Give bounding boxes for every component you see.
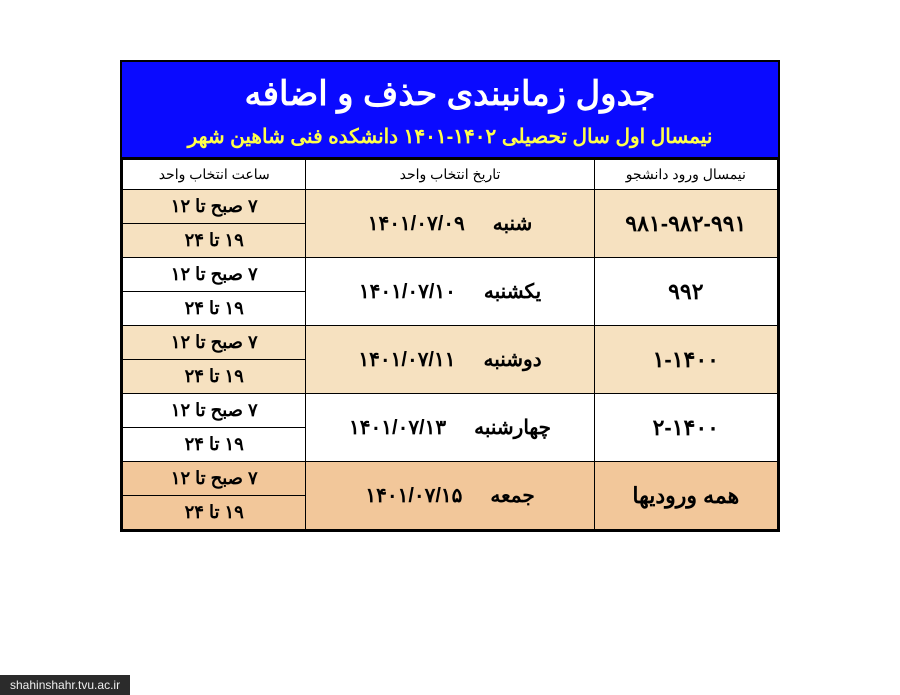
column-header-row: نیمسال ورود دانشجو تاریخ انتخاب واحد ساع… bbox=[123, 160, 778, 190]
table-row: ۱-۱۴۰۰دوشنبه۱۴۰۱/۰۷/۱۱۷ صبح تا ۱۲ bbox=[123, 326, 778, 360]
col-time: ساعت انتخاب واحد bbox=[123, 160, 306, 190]
day-label: جمعه bbox=[490, 483, 534, 508]
entry-cell: ۹۹۲ bbox=[594, 258, 777, 326]
time-morning: ۷ صبح تا ۱۲ bbox=[123, 326, 306, 360]
subtitle: نیمسال اول سال تحصیلی ۱۴۰۲-۱۴۰۱ دانشکده … bbox=[130, 124, 770, 149]
schedule-table-container: جدول زمانبندی حذف و اضافه نیمسال اول سال… bbox=[120, 60, 780, 532]
time-morning: ۷ صبح تا ۱۲ bbox=[123, 394, 306, 428]
date-label: ۱۴۰۱/۰۷/۱۱ bbox=[358, 347, 455, 372]
table-row: ۹۹۲یکشنبه۱۴۰۱/۰۷/۱۰۷ صبح تا ۱۲ bbox=[123, 258, 778, 292]
table-row: ۲-۱۴۰۰چهارشنبه۱۴۰۱/۰۷/۱۳۷ صبح تا ۱۲ bbox=[123, 394, 778, 428]
time-evening: ۱۹ تا ۲۴ bbox=[123, 428, 306, 462]
date-label: ۱۴۰۱/۰۷/۱۰ bbox=[359, 279, 456, 304]
date-cell: شنبه ۱۴۰۱/۰۷/۰۹ bbox=[306, 190, 594, 258]
table-row: ۹۸۱-۹۸۲-۹۹۱شنبه۱۴۰۱/۰۷/۰۹۷ صبح تا ۱۲ bbox=[123, 190, 778, 224]
date-cell: جمعه ۱۴۰۱/۰۷/۱۵ bbox=[306, 462, 594, 530]
date-label: ۱۴۰۱/۰۷/۰۹ bbox=[368, 211, 465, 236]
time-morning: ۷ صبح تا ۱۲ bbox=[123, 258, 306, 292]
date-cell: دوشنبه ۱۴۰۱/۰۷/۱۱ bbox=[306, 326, 594, 394]
schedule-table: نیمسال ورود دانشجو تاریخ انتخاب واحد ساع… bbox=[122, 159, 778, 530]
date-cell: چهارشنبه ۱۴۰۱/۰۷/۱۳ bbox=[306, 394, 594, 462]
site-label: shahinshahr.tvu.ac.ir bbox=[0, 675, 130, 695]
time-evening: ۱۹ تا ۲۴ bbox=[123, 496, 306, 530]
time-evening: ۱۹ تا ۲۴ bbox=[123, 292, 306, 326]
table-row: همه ورودیهاجمعه۱۴۰۱/۰۷/۱۵۷ صبح تا ۱۲ bbox=[123, 462, 778, 496]
col-entry: نیمسال ورود دانشجو bbox=[594, 160, 777, 190]
footer-bar: shahinshahr.tvu.ac.ir bbox=[0, 673, 900, 695]
schedule-body: ۹۸۱-۹۸۲-۹۹۱شنبه۱۴۰۱/۰۷/۰۹۷ صبح تا ۱۲۱۹ ت… bbox=[123, 190, 778, 530]
time-evening: ۱۹ تا ۲۴ bbox=[123, 224, 306, 258]
entry-cell: ۱-۱۴۰۰ bbox=[594, 326, 777, 394]
col-date: تاریخ انتخاب واحد bbox=[306, 160, 594, 190]
time-morning: ۷ صبح تا ۱۲ bbox=[123, 462, 306, 496]
date-cell: یکشنبه ۱۴۰۱/۰۷/۱۰ bbox=[306, 258, 594, 326]
day-label: دوشنبه bbox=[483, 347, 541, 372]
date-label: ۱۴۰۱/۰۷/۱۳ bbox=[349, 415, 446, 440]
day-label: شنبه bbox=[493, 211, 533, 236]
table-header: جدول زمانبندی حذف و اضافه نیمسال اول سال… bbox=[122, 62, 778, 159]
day-label: یکشنبه bbox=[484, 279, 541, 304]
time-evening: ۱۹ تا ۲۴ bbox=[123, 360, 306, 394]
day-label: چهارشنبه bbox=[474, 415, 551, 440]
entry-cell: ۹۸۱-۹۸۲-۹۹۱ bbox=[594, 190, 777, 258]
entry-cell: همه ورودیها bbox=[594, 462, 777, 530]
entry-cell: ۲-۱۴۰۰ bbox=[594, 394, 777, 462]
date-label: ۱۴۰۱/۰۷/۱۵ bbox=[365, 483, 462, 508]
title: جدول زمانبندی حذف و اضافه bbox=[130, 74, 770, 114]
time-morning: ۷ صبح تا ۱۲ bbox=[123, 190, 306, 224]
